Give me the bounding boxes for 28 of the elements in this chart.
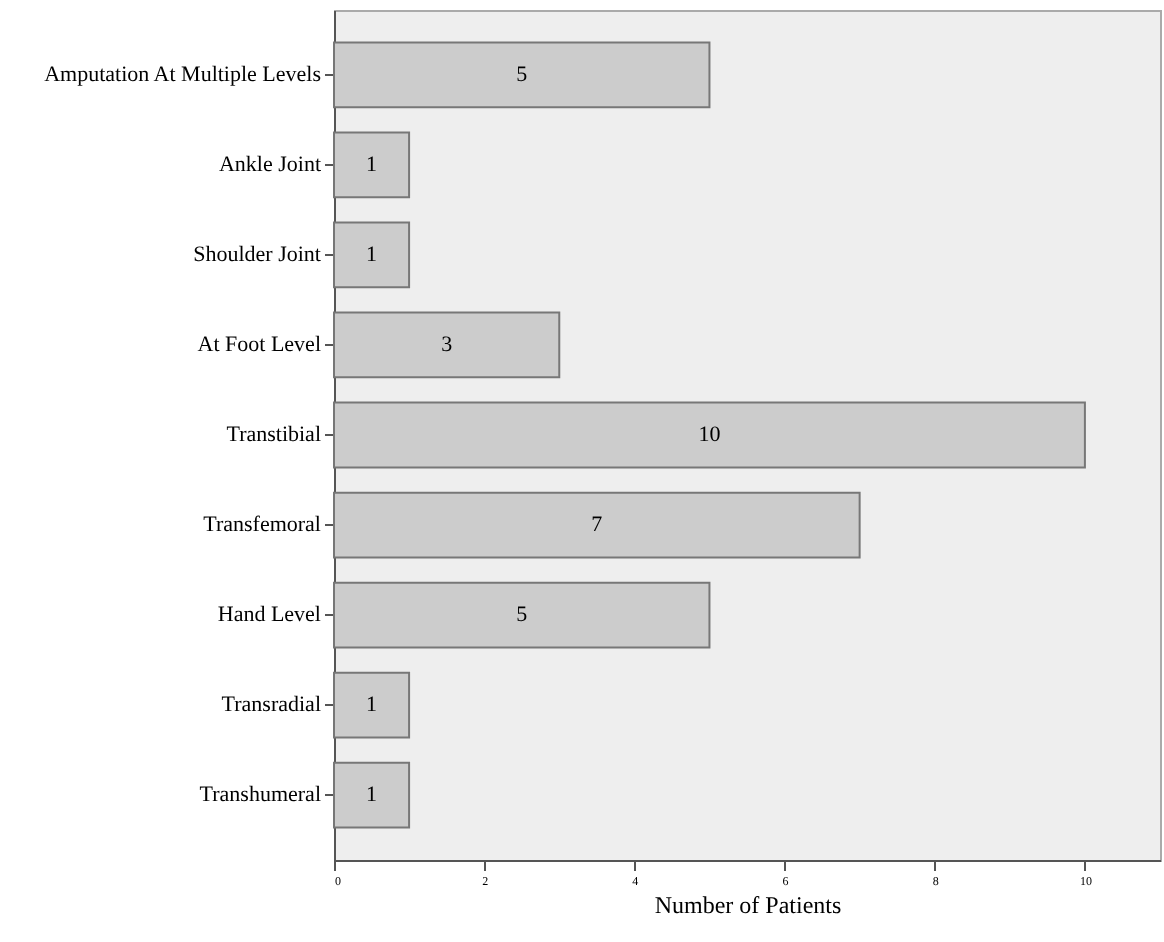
data-label: 1 [366, 152, 378, 177]
x-axis-title: Number of Patients [654, 891, 842, 919]
y-tick-label: Amputation At Multiple Levels [44, 62, 321, 87]
y-tick-label: At Foot Level [197, 332, 321, 357]
bar [333, 221, 411, 289]
bar [333, 671, 411, 739]
data-label: 1 [366, 242, 378, 267]
data-label: 1 [366, 693, 378, 718]
y-tick-label: Transradial [221, 693, 321, 718]
y-tick-label: Hand Level [217, 603, 321, 628]
data-label: 10 [698, 423, 722, 447]
data-label: 5 [516, 603, 529, 628]
bar [333, 401, 1086, 469]
data-label: 3 [441, 332, 454, 357]
data-label: 7 [591, 513, 604, 538]
y-tick-label: Ankle Joint [218, 152, 321, 177]
data-label: 1 [366, 783, 378, 808]
bar [333, 131, 411, 199]
bar [333, 761, 411, 829]
bar [333, 311, 561, 379]
bar [333, 491, 861, 559]
y-tick-label: Transfemoral [203, 513, 321, 538]
y-tick-label: Transhumeral [199, 783, 321, 808]
data-label: 5 [516, 62, 529, 87]
y-tick-label: Shoulder Joint [193, 242, 321, 267]
bar [333, 41, 711, 109]
bar [333, 581, 711, 649]
y-tick-label: Transtibial [226, 423, 321, 447]
